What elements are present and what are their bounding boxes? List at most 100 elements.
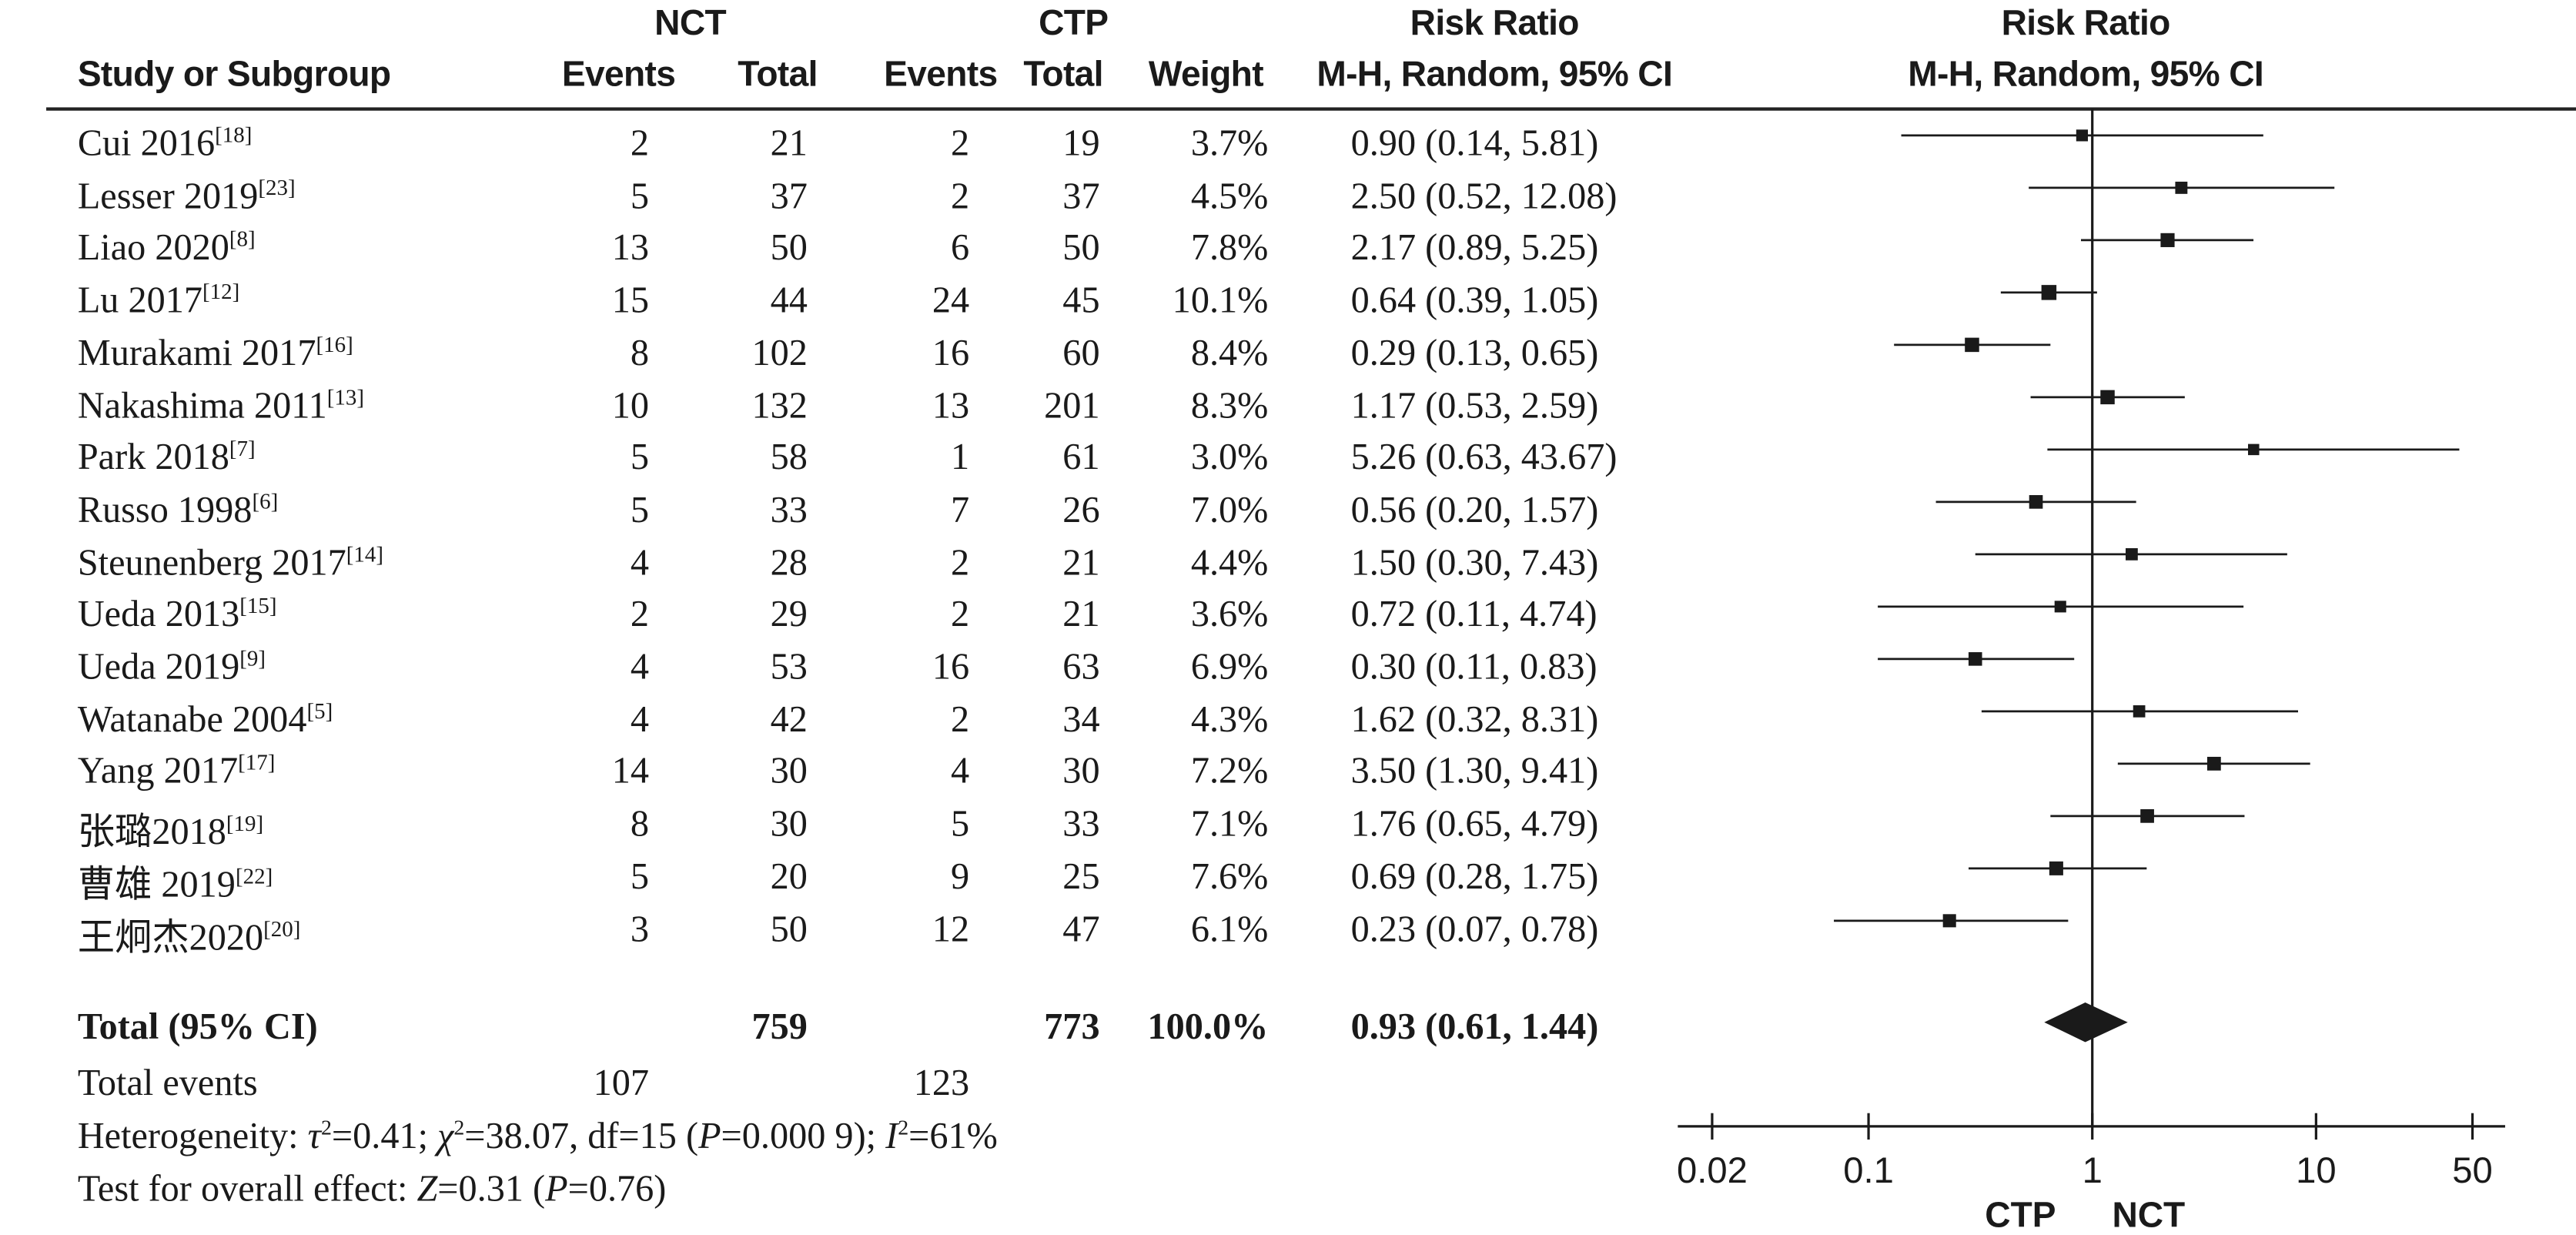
point-estimate-square xyxy=(2206,756,2221,771)
i2-value: =61% xyxy=(908,1114,998,1156)
study-reference: [8] xyxy=(229,226,256,252)
group2-header: CTP xyxy=(1039,3,1109,43)
point-estimate-square xyxy=(2175,181,2188,194)
study-name-cell: Cui 2016[18] xyxy=(78,122,253,166)
study-reference: [22] xyxy=(235,863,273,889)
risk-ratio-ci: 0.90 (0.14, 5.81) xyxy=(1350,122,1599,164)
risk-ratio-ci: 0.64 (0.39, 1.05) xyxy=(1350,279,1599,321)
study-name-cell: 张璐2018[19] xyxy=(78,803,263,856)
heterogeneity-label: Heterogeneity: xyxy=(77,1114,299,1156)
weight-value: 3.6% xyxy=(1190,593,1269,635)
study-name: Nakashima 2011 xyxy=(77,383,327,426)
study-reference: [9] xyxy=(239,645,266,671)
weight-value: 4.4% xyxy=(1190,541,1269,583)
nct-events: 2 xyxy=(630,122,649,164)
header-rule xyxy=(46,107,2576,111)
total-n2: 773 xyxy=(1044,1006,1100,1047)
risk-ratio-ci: 3.50 (1.30, 9.41) xyxy=(1350,750,1599,792)
study-reference: [16] xyxy=(316,331,353,356)
point-estimate-square xyxy=(2160,233,2175,247)
study-reference: [14] xyxy=(346,541,384,566)
study-name-cell: Lesser 2019[23] xyxy=(78,175,296,218)
nct-events: 5 xyxy=(630,436,649,478)
point-estimate-square xyxy=(2041,285,2057,300)
study-reference: [20] xyxy=(263,915,301,941)
x-tick-label: 50 xyxy=(2452,1150,2493,1191)
risk-ratio-ci: 1.17 (0.53, 2.59) xyxy=(1350,383,1599,426)
nct-events: 5 xyxy=(630,488,649,530)
study-name: Park 2018 xyxy=(77,436,229,478)
ctp-events: 9 xyxy=(950,855,970,897)
study-reference: [6] xyxy=(252,488,279,514)
risk-ratio-ci: 0.72 (0.11, 4.74) xyxy=(1350,593,1597,635)
ctp-events: 7 xyxy=(950,488,970,530)
study-name: Watanabe 2004 xyxy=(77,698,307,740)
group1-header: NCT xyxy=(654,3,727,43)
x-tick-label: 0.02 xyxy=(1677,1150,1748,1191)
ctp-total: 61 xyxy=(1062,436,1100,478)
weight-value: 4.3% xyxy=(1190,698,1269,740)
weight-value: 3.7% xyxy=(1190,122,1269,164)
point-estimate-square xyxy=(2029,495,2043,509)
weight-value: 8.4% xyxy=(1190,331,1269,373)
weight-value: 7.8% xyxy=(1190,226,1269,269)
ctp-events: 2 xyxy=(950,541,970,583)
ctp-events: 1 xyxy=(950,436,970,478)
ctp-events: 16 xyxy=(932,645,970,688)
i-exp: 2 xyxy=(898,1114,909,1140)
nct-events: 15 xyxy=(611,279,649,321)
risk-ratio-ci: 0.29 (0.13, 0.65) xyxy=(1350,331,1599,373)
weight-value: 7.6% xyxy=(1190,855,1269,897)
x-tick-label: 0.1 xyxy=(1843,1150,1894,1191)
study-reference: [18] xyxy=(215,122,253,147)
nct-total: 58 xyxy=(770,436,808,478)
study-name: Steunenberg 2017 xyxy=(77,541,346,583)
ctp-events: 6 xyxy=(950,226,970,269)
favours-ctp-label: CTP xyxy=(1985,1195,2056,1235)
plot-method-header: M-H, Random, 95% CI xyxy=(1908,54,2264,95)
study-name: 王炯杰2020 xyxy=(77,915,264,958)
z-symbol: Z xyxy=(417,1167,438,1210)
total-label: Total (95% CI) xyxy=(77,1006,318,1047)
ctp-total: 60 xyxy=(1062,331,1100,373)
study-name: Lu 2017 xyxy=(77,279,203,321)
nct-events: 8 xyxy=(630,331,649,373)
favours-nct-label: NCT xyxy=(2112,1195,2185,1235)
study-name: Ueda 2013 xyxy=(77,593,240,635)
nct-events: 2 xyxy=(630,593,649,635)
nct-total: 53 xyxy=(770,645,808,688)
nct-total: 44 xyxy=(770,279,808,321)
point-estimate-square xyxy=(2133,705,2146,718)
study-name-cell: Park 2018[7] xyxy=(78,437,256,480)
risk-ratio-ci: 0.56 (0.20, 1.57) xyxy=(1350,488,1599,530)
nct-events: 13 xyxy=(611,226,649,269)
study-name-cell: 曹雄 2019[22] xyxy=(78,855,273,909)
point-estimate-square xyxy=(1968,652,1982,666)
ctp-total: 45 xyxy=(1062,279,1100,321)
overall-effect-line: Test for overall effect: Z=0.31 (P=0.76) xyxy=(78,1168,667,1211)
heterogeneity-line: Heterogeneity: τ2=0.41; χ2=38.07, df=15 … xyxy=(78,1115,998,1158)
study-reference: [13] xyxy=(326,383,365,409)
rr-method-header: M-H, Random, 95% CI xyxy=(1316,54,1673,95)
study-name: Russo 1998 xyxy=(77,488,253,530)
tau-value: =0.41; xyxy=(331,1114,438,1156)
total1-header: Total xyxy=(738,54,818,95)
nct-total: 102 xyxy=(751,331,808,373)
study-name: 曹雄 2019 xyxy=(77,863,236,905)
study-name-cell: Liao 2020[8] xyxy=(78,227,256,270)
study-reference: [7] xyxy=(229,436,256,461)
point-estimate-square xyxy=(2049,861,2063,875)
ctp-events: 2 xyxy=(950,593,970,635)
ctp-total: 63 xyxy=(1062,645,1100,688)
weight-value: 3.0% xyxy=(1190,436,1269,478)
weight-value: 6.1% xyxy=(1190,907,1269,949)
chi-symbol: χ xyxy=(437,1114,454,1156)
nct-events: 10 xyxy=(611,383,649,426)
nct-total: 42 xyxy=(770,698,808,740)
pooled-effect-diamond xyxy=(2044,1002,2128,1043)
ctp-events: 5 xyxy=(950,802,970,845)
nct-events: 8 xyxy=(630,802,649,845)
study-name-cell: Watanabe 2004[5] xyxy=(78,698,333,741)
nct-total: 30 xyxy=(770,750,808,792)
